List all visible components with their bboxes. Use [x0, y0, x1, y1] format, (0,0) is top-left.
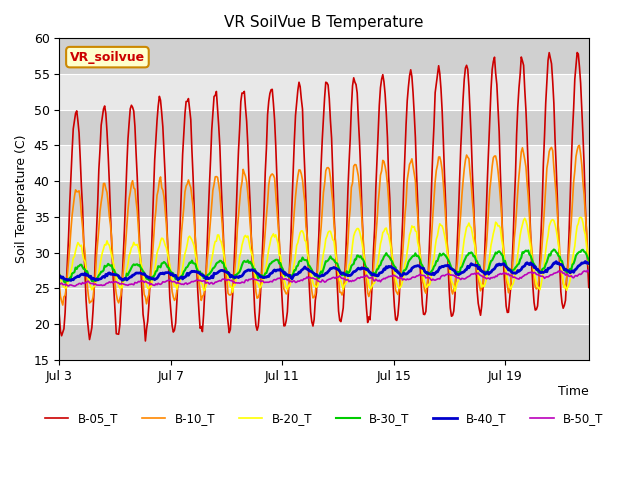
B-40_T [585, 261, 593, 266]
B-30_T [504, 266, 511, 272]
X-axis label: Time: Time [558, 385, 589, 398]
Text: VR_soilvue: VR_soilvue [70, 50, 145, 64]
Line: B-30_T: B-30_T [60, 250, 589, 283]
Line: B-05_T: B-05_T [60, 52, 589, 341]
B-40_T [316, 274, 324, 279]
B-20_T [56, 270, 63, 276]
Bar [60, 109, 589, 145]
Bar [60, 324, 589, 360]
B-40_T [56, 273, 63, 279]
B-40_T [289, 274, 297, 279]
B-40_T [325, 267, 333, 273]
B-05_T [141, 338, 149, 344]
B-30_T [585, 258, 593, 264]
B-50_T [289, 278, 297, 284]
B-10_T [585, 263, 593, 268]
Line: B-50_T: B-50_T [60, 270, 589, 286]
B-50_T [585, 269, 593, 275]
Line: B-20_T: B-20_T [60, 217, 589, 292]
B-05_T [56, 312, 63, 318]
B-20_T [577, 215, 584, 220]
B-30_T [325, 256, 333, 262]
Bar [60, 38, 589, 74]
B-05_T [325, 96, 333, 101]
Bar [60, 252, 589, 288]
B-05_T [289, 168, 297, 174]
B-50_T [316, 279, 324, 285]
B-50_T [56, 281, 63, 287]
B-10_T [56, 282, 63, 288]
B-50_T [70, 283, 78, 289]
B-50_T [504, 272, 511, 277]
B-10_T [289, 225, 297, 230]
B-20_T [229, 289, 237, 295]
B-05_T [585, 285, 593, 290]
Line: B-40_T: B-40_T [60, 262, 589, 280]
B-20_T [325, 228, 333, 234]
B-40_T [504, 265, 511, 271]
B-30_T [550, 247, 557, 252]
B-05_T [504, 310, 511, 315]
B-30_T [289, 271, 297, 276]
B-30_T [335, 264, 342, 270]
B-40_T [530, 264, 538, 270]
B-20_T [585, 262, 593, 268]
Bar [60, 181, 589, 217]
B-30_T [61, 280, 69, 286]
Title: VR SoilVue B Temperature: VR SoilVue B Temperature [224, 15, 424, 30]
Legend: B-05_T, B-10_T, B-20_T, B-30_T, B-40_T, B-50_T: B-05_T, B-10_T, B-20_T, B-30_T, B-40_T, … [40, 408, 608, 430]
B-05_T [335, 308, 342, 314]
B-05_T [530, 300, 538, 306]
B-50_T [325, 276, 333, 282]
B-20_T [504, 276, 511, 282]
Y-axis label: Soil Temperature (C): Soil Temperature (C) [15, 135, 28, 263]
B-10_T [316, 238, 324, 243]
B-10_T [504, 282, 511, 288]
B-05_T [316, 198, 324, 204]
B-10_T [575, 143, 583, 148]
B-20_T [316, 271, 324, 277]
B-10_T [325, 166, 333, 172]
B-10_T [530, 276, 538, 282]
B-30_T [316, 271, 324, 276]
B-50_T [335, 274, 342, 280]
B-40_T [67, 277, 75, 283]
B-30_T [56, 272, 63, 277]
B-40_T [581, 259, 589, 264]
B-30_T [530, 262, 538, 267]
B-50_T [584, 267, 591, 273]
B-20_T [530, 269, 538, 275]
B-05_T [573, 49, 581, 55]
B-20_T [289, 266, 297, 272]
B-40_T [335, 267, 342, 273]
B-50_T [530, 269, 538, 275]
B-10_T [335, 277, 342, 283]
B-20_T [335, 270, 342, 276]
B-10_T [59, 302, 67, 308]
Line: B-10_T: B-10_T [60, 145, 589, 305]
